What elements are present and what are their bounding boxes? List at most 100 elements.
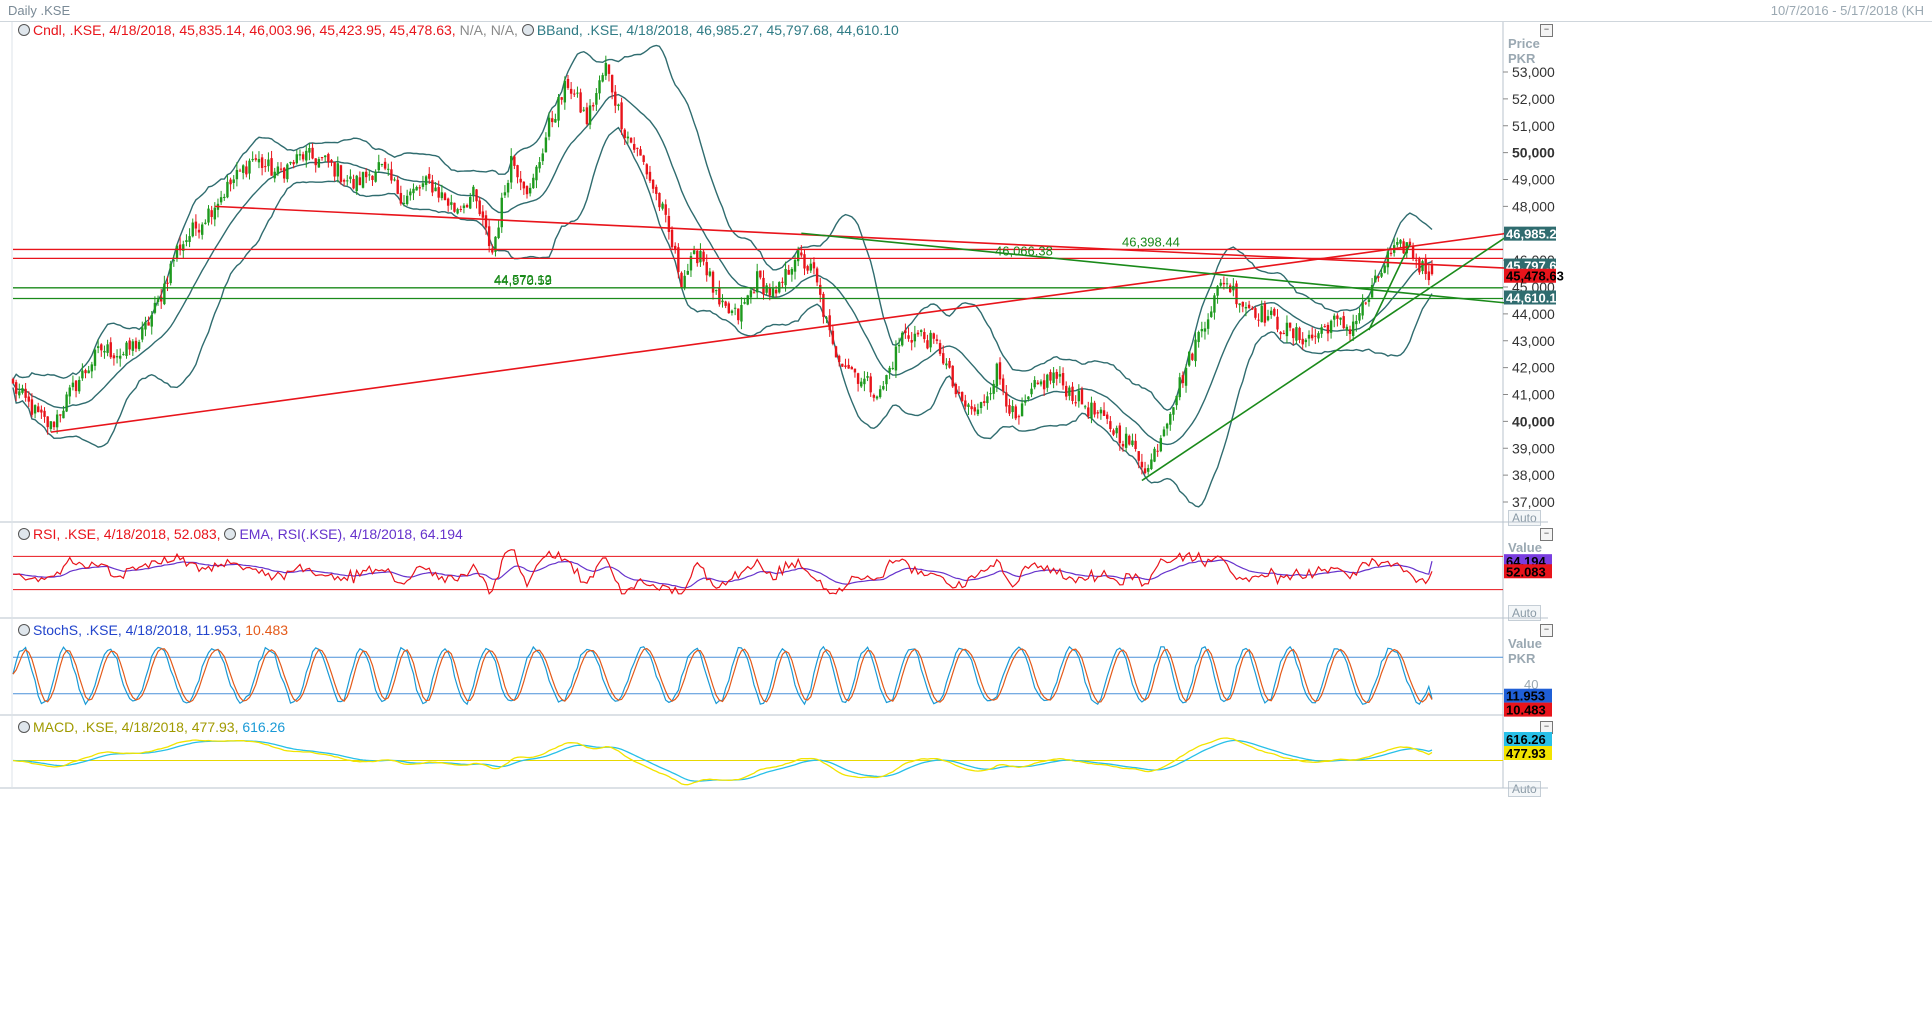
candle-body — [633, 143, 636, 150]
macd-auto-button[interactable]: Auto — [1508, 781, 1541, 797]
candle-body — [1134, 440, 1137, 449]
candle-body — [459, 208, 462, 210]
candle-body — [516, 165, 519, 178]
candle-body — [1061, 373, 1065, 386]
candle-body — [551, 118, 554, 123]
candle-body — [1055, 371, 1058, 379]
candle-body — [973, 407, 976, 412]
candle-body — [752, 292, 756, 294]
candle-body — [1276, 316, 1279, 330]
candle-body — [245, 166, 248, 175]
candle-body — [964, 400, 967, 407]
candle-body — [935, 339, 939, 341]
tag-macd-signal: 616.26 — [1506, 732, 1546, 747]
candle-body — [872, 394, 876, 398]
stoch-toggle-icon[interactable] — [18, 624, 30, 636]
rising-trendline-green — [1141, 235, 1509, 482]
tag-stoch-d: 10.483 — [1506, 703, 1546, 718]
candle-body — [727, 303, 731, 314]
candle-body — [424, 176, 428, 185]
candle-body — [472, 186, 475, 196]
candle-body — [680, 272, 683, 288]
candle-body — [945, 363, 948, 366]
candle-body — [510, 155, 513, 183]
candle-body — [986, 396, 989, 404]
candle-body — [349, 176, 352, 180]
candle-body — [453, 202, 456, 212]
candle-body — [52, 421, 56, 428]
macd-legend: MACD, .KSE, 4/18/2018, 477.93, 616.26 — [18, 719, 285, 735]
candle-body — [730, 310, 734, 314]
tag-stoch-k-bg — [1504, 688, 1552, 703]
rsi-pane-menu-icon[interactable]: − — [1540, 528, 1553, 541]
price-tick-label: 52,000 — [1512, 91, 1555, 107]
candle-body — [257, 158, 261, 163]
stoch-pane-menu-icon[interactable]: − — [1540, 624, 1553, 637]
candles-toggle-icon[interactable] — [18, 24, 30, 36]
candle-body — [279, 168, 283, 170]
candle-body — [1222, 282, 1226, 285]
candle-body — [1383, 265, 1386, 273]
candle-body — [342, 180, 346, 182]
rsi-toggle-icon[interactable] — [18, 528, 30, 540]
candle-body — [1206, 319, 1210, 329]
candle-body — [90, 364, 94, 372]
candle-body — [1052, 372, 1055, 383]
candle-body — [371, 175, 374, 181]
candle-body — [443, 193, 447, 201]
rsi-auto-button[interactable]: Auto — [1508, 605, 1541, 621]
candle-body — [346, 180, 349, 182]
candle-body — [1411, 246, 1415, 259]
candle-body — [790, 269, 794, 275]
tag-bb-upper: 46,985.27 — [1506, 227, 1564, 242]
candle-body — [446, 198, 450, 206]
candle-body — [1210, 311, 1213, 317]
candle-body — [1159, 438, 1163, 452]
candle-body — [308, 148, 311, 153]
price-tick-label: 44,000 — [1512, 306, 1555, 322]
bollinger-bands — [12, 44, 1433, 508]
candle-body — [629, 137, 633, 143]
candle-body — [1279, 332, 1282, 335]
candle-body — [166, 282, 169, 284]
macd-toggle-icon[interactable] — [18, 721, 30, 733]
candle-body — [724, 301, 727, 306]
price-pane-menu-icon[interactable]: − — [1540, 24, 1553, 37]
candle-body — [1323, 326, 1326, 328]
price-axis-title-line1: Price — [1508, 36, 1540, 51]
price-legend: Cndl, .KSE, 4/18/2018, 45,835.14, 46,003… — [18, 22, 899, 38]
candle-body — [320, 157, 324, 159]
bband-toggle-icon[interactable] — [521, 24, 534, 36]
window-header: Daily .KSE 10/7/2016 - 5/17/2018 (KH — [0, 0, 1932, 22]
candle-body — [1118, 425, 1122, 444]
candle-body — [837, 355, 841, 363]
candle-body — [541, 153, 544, 162]
candle-body — [1377, 276, 1380, 278]
candle-body — [1241, 301, 1244, 307]
tag-stoch-d-bg — [1504, 702, 1552, 717]
candle-body — [617, 104, 620, 107]
candle-body — [828, 315, 831, 331]
bband-legend-text: BBand, .KSE, 4/18/2018, 46,985.27, 45,79… — [536, 22, 899, 38]
candle-body — [355, 175, 358, 192]
tag-stoch-k: 11.953 — [1506, 689, 1545, 704]
candle-body — [743, 302, 746, 304]
candle-body — [528, 187, 532, 194]
candle-body — [573, 93, 576, 95]
rsi-ema-toggle-icon[interactable] — [224, 528, 237, 540]
price-tick-label: 43,000 — [1512, 333, 1555, 349]
candle-body — [1102, 410, 1106, 416]
candle-body — [491, 248, 494, 253]
candle-body — [576, 92, 579, 94]
candle-body — [396, 179, 399, 194]
candle-body — [579, 92, 582, 113]
candle-body — [588, 105, 592, 125]
candle-body — [1225, 283, 1229, 285]
candle-body — [289, 161, 292, 164]
candle-body — [1080, 389, 1084, 405]
candle-body — [882, 386, 885, 390]
candle-body — [705, 262, 708, 276]
price-tick-label: 38,000 — [1512, 467, 1555, 483]
